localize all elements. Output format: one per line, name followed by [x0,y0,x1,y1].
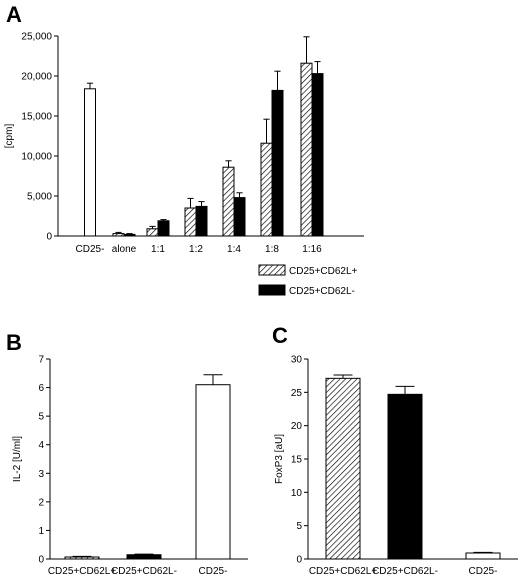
panel-c-chart: 0 5 10 15 20 25 30 FoxP3 [aU] CD25+CD62L+CD25+CD… [274,355,518,577]
panel-b-y-tick-label: 2 [38,497,44,508]
panel-b-y-tick-label: 7 [38,355,44,366]
panel-c-bar [387,393,423,560]
panel-c-y-tick-label: 25 [291,388,303,399]
panel-a-y-tick-label: 25,000 [21,32,52,43]
panel-a-bar [233,197,246,237]
panel-c-y-tick-label: 30 [291,355,303,366]
panel-a-y-tick-label: 20,000 [21,72,52,83]
panel-a-category-label: 1:4 [227,244,241,255]
panel-b-category-label: CD25+CD62L+ [48,566,117,577]
panel-a-y-tick-label: 10,000 [21,152,52,163]
panel-a-y-tick-label: 15,000 [21,112,52,123]
panel-a-bar [222,166,235,237]
panel-a-y-tick-label: 0 [46,232,52,243]
panel-a-legend: CD25+CD62L+ CD25+CD62L- [258,264,358,297]
panel-a-bar [184,207,197,237]
panel-b-y-tick-label: 4 [38,440,44,451]
panel-b-bar [126,554,162,560]
panel-b-chart: 0 1 2 3 4 5 6 7 IL-2 [U/ml] CD25+CD62L+CD25+CD62L… [12,355,248,577]
panel-a-legend-label: CD25+CD62L+ [289,266,358,277]
panel-b-y-tick-label: 3 [38,469,44,480]
panel-a-bar [195,205,208,237]
panel-c-y-tick-label: 20 [291,421,303,432]
panel-c-category-label: CD25+CD62L+ [309,566,378,577]
panel-a-bar [146,228,159,237]
panel-a-category-label: CD25- [76,244,105,255]
panel-b-y-tick-label: 5 [38,412,44,423]
panel-b-bar [195,384,231,560]
panel-b-y-tick-label: 6 [38,383,44,394]
panel-a-category-label: 1:2 [189,244,203,255]
panel-label-b: B [6,330,22,355]
panel-a-bar [84,88,96,237]
panel-a-category-label: 1:16 [302,244,322,255]
panel-c-y-tick-label: 0 [296,555,302,566]
panel-a-chart: 0 5,000 10,000 15,000 20,000 25,000 [cpm] CD25-… [4,32,364,297]
panel-a-category-label: 1:1 [151,244,165,255]
panel-a-bar [157,220,170,237]
panel-b-bar [64,556,100,560]
panel-a-bar [260,142,273,237]
panel-label-c: C [272,323,288,348]
panel-a-category-label: alone [112,244,137,255]
panel-b-category-label: CD25- [199,566,228,577]
panel-a-bar [112,233,125,237]
panel-a-bar [271,89,284,237]
panel-a-legend-swatch [258,284,286,296]
panel-c-y-axis-label: FoxP3 [aU] [274,434,285,484]
panel-b-y-axis-label: IL-2 [U/ml] [12,436,23,482]
panel-c-y-tick-label: 10 [291,488,303,499]
panel-c-bar [325,377,361,560]
panel-a-bar [300,62,313,237]
panel-label-a: A [6,2,22,27]
panel-b-category-label: CD25+CD62L- [111,566,177,577]
panel-a-legend-label: CD25+CD62L- [289,286,355,297]
panel-c-y-tick-label: 5 [296,521,302,532]
panel-c-y-tick-label: 15 [291,455,303,466]
panel-a-y-tick-label: 5,000 [27,192,52,203]
panel-c-category-label: CD25+CD62L- [372,566,438,577]
panel-b-y-tick-label: 0 [38,555,44,566]
panel-c-bar [465,552,501,560]
panel-a-category-label: 1:8 [265,244,279,255]
panel-a-bar [311,73,324,237]
panel-a-bar [123,233,136,237]
panel-a-legend-swatch [258,264,286,276]
panel-c-category-label: CD25- [469,566,498,577]
panel-a-y-axis-label: [cpm] [4,124,15,149]
panel-b-y-tick-label: 1 [38,526,44,537]
